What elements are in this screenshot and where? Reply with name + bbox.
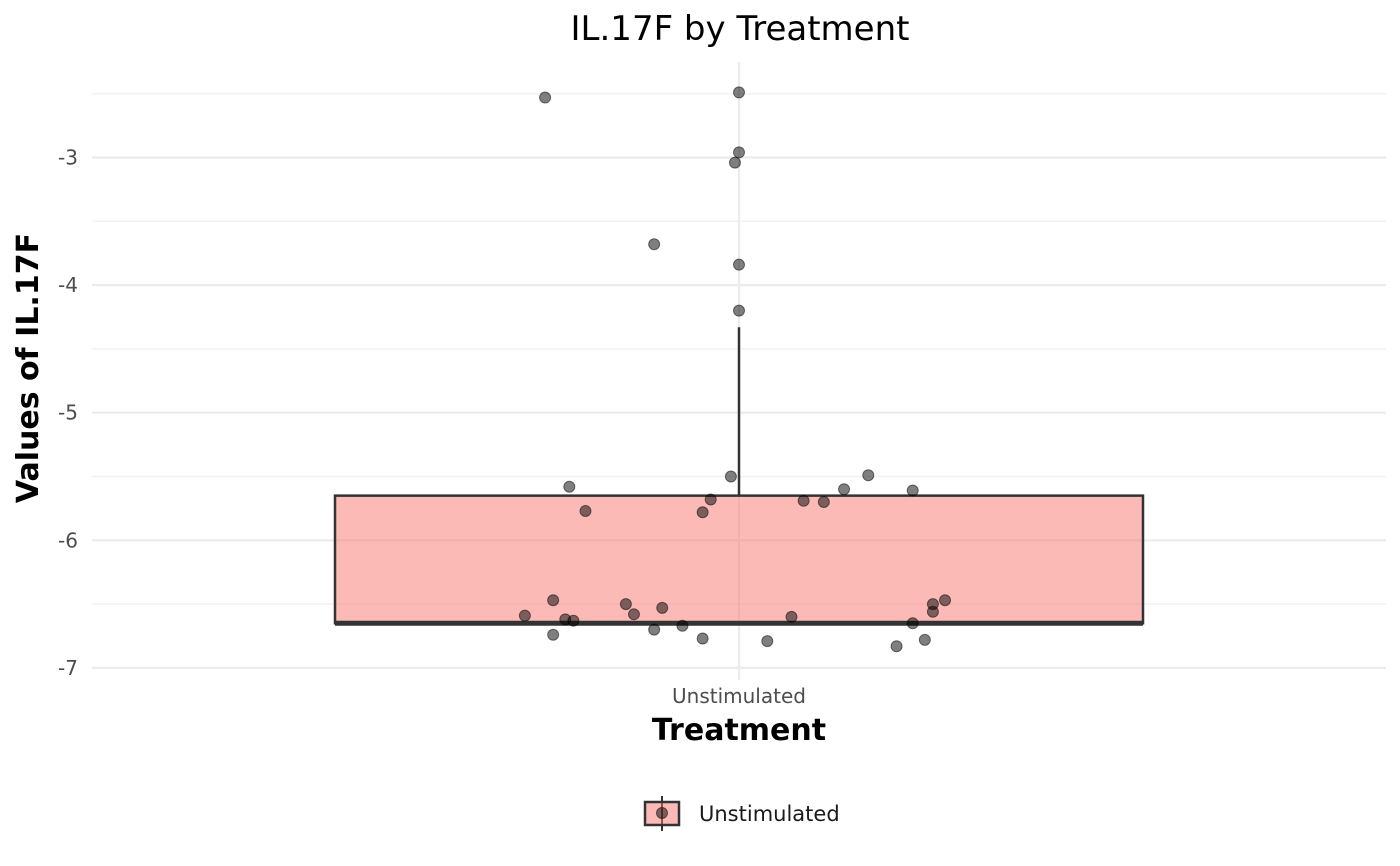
box-layer xyxy=(333,327,1145,626)
data-point xyxy=(627,608,640,621)
data-point xyxy=(797,494,810,507)
data-point xyxy=(676,619,689,632)
y-tick-label: -5 xyxy=(58,401,78,425)
legend-key xyxy=(643,796,681,831)
y-tick-label: -7 xyxy=(58,656,78,680)
legend: Unstimulated xyxy=(643,796,840,831)
data-point xyxy=(567,614,580,627)
data-point xyxy=(838,483,851,496)
data-point xyxy=(547,594,560,607)
data-point xyxy=(724,470,737,483)
data-point xyxy=(704,493,717,506)
data-point xyxy=(696,506,709,519)
data-point xyxy=(696,632,709,645)
x-tick-label: Unstimulated xyxy=(672,684,806,708)
x-axis-title: Treatment xyxy=(652,713,826,748)
data-point xyxy=(785,610,798,623)
data-point xyxy=(733,258,745,271)
data-point xyxy=(619,598,632,611)
points-layer xyxy=(518,86,952,653)
data-point xyxy=(939,594,952,607)
data-point xyxy=(579,504,592,517)
data-point xyxy=(728,156,741,169)
data-point xyxy=(761,635,774,648)
legend-label: Unstimulated xyxy=(699,802,840,826)
y-tick-label: -6 xyxy=(58,528,78,552)
chart-title: IL.17F by Treatment xyxy=(571,9,910,49)
data-point xyxy=(926,605,939,618)
y-tick-label: -3 xyxy=(58,146,78,170)
data-point xyxy=(547,628,560,641)
data-point xyxy=(906,484,919,497)
data-point xyxy=(733,86,745,99)
data-point xyxy=(563,480,576,493)
data-point xyxy=(518,609,531,622)
data-point xyxy=(918,633,931,646)
data-point xyxy=(656,601,669,614)
data-point xyxy=(906,617,919,630)
box-body xyxy=(333,494,1145,625)
y-axis-title: Values of IL.17F xyxy=(11,233,46,503)
data-point xyxy=(648,238,661,251)
data-point xyxy=(733,304,745,317)
data-point xyxy=(890,640,903,653)
data-point xyxy=(539,91,552,104)
data-point xyxy=(733,146,745,159)
data-point xyxy=(648,623,661,636)
y-tick-label: -4 xyxy=(58,273,78,297)
data-point xyxy=(817,496,830,509)
y-axis-ticks: -3 -4 -5 -6 -7 xyxy=(58,146,78,680)
data-point xyxy=(862,469,875,482)
legend-point xyxy=(656,807,668,819)
